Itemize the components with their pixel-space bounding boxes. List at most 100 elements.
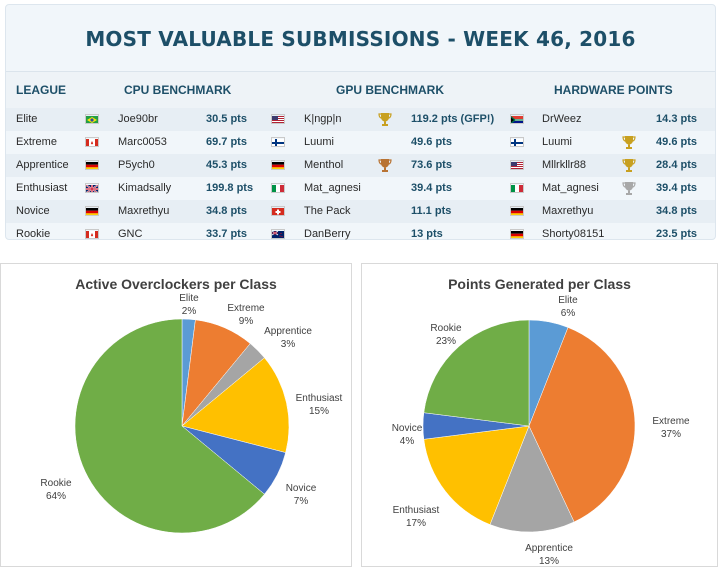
gpu-points: 39.4 pts: [411, 182, 452, 194]
table-row: Apprentice P5ych0 45.3 pts Menthol 73.6 pts M…: [6, 154, 715, 177]
cpu-user-link[interactable]: GNC: [118, 228, 143, 240]
flag-icon: [510, 229, 524, 239]
slice-value-elite: 2%: [182, 306, 197, 317]
slice-value-apprentice: 13%: [539, 556, 559, 566]
trophy-icon: [376, 110, 394, 128]
table-row: Extreme Marc0053 69.7 pts Luumi 49.6 pts Luum…: [6, 131, 715, 154]
gpu-points: 13 pts: [411, 228, 443, 240]
table-header: LEAGUE CPU BENCHMARK GPU BENCHMARK HARDW…: [6, 71, 715, 109]
flag-icon: [85, 114, 99, 124]
table-row: Rookie GNC 33.7 pts DanBerry 13 pts Shorty081…: [6, 223, 715, 246]
pie-slice-apprentice: [489, 425, 575, 533]
slice-value-novice: 4%: [400, 436, 415, 447]
hw-user-link[interactable]: Maxrethyu: [542, 205, 594, 217]
league-name: Enthusiast: [16, 182, 68, 194]
flag-icon: [510, 183, 524, 193]
trophy-icon: [620, 133, 638, 151]
hw-points: 34.8 pts: [656, 205, 697, 217]
slice-label-extreme: Extreme: [652, 416, 690, 427]
pie-slice-rookie: [423, 319, 530, 427]
flag-icon: [510, 206, 524, 216]
page-title: MOST VALUABLE SUBMISSIONS - WEEK 46, 201…: [85, 27, 636, 51]
cpu-user-link[interactable]: Marc0053: [118, 136, 167, 148]
header-hardware: HARDWARE POINTS: [554, 83, 673, 97]
gpu-user-link[interactable]: Menthol: [304, 159, 344, 171]
gpu-points: 73.6 pts: [411, 159, 452, 171]
chart-title-active: Active Overclockers per Class: [75, 276, 277, 292]
cpu-user-link[interactable]: Kimadsally: [118, 182, 172, 194]
slice-label-novice: Novice: [392, 423, 423, 434]
flag-icon: [271, 206, 285, 216]
cpu-points: 33.7 pts: [206, 228, 247, 240]
flag-icon: [510, 114, 524, 124]
slice-value-rookie: 23%: [436, 336, 456, 347]
flag-icon: [271, 137, 285, 147]
flag-icon: [271, 160, 285, 170]
hw-points: 39.4 pts: [656, 182, 697, 194]
pie-slice-enthusiast: [423, 425, 530, 525]
cpu-points: 45.3 pts: [206, 159, 247, 171]
flag-icon: [85, 206, 99, 216]
cpu-user-link[interactable]: Maxrethyu: [118, 205, 170, 217]
slice-label-enthusiast: Enthusiast: [296, 393, 343, 404]
slice-label-enthusiast: Enthusiast: [393, 505, 440, 516]
gpu-points: 11.1 pts: [411, 205, 452, 217]
slice-value-apprentice: 3%: [281, 339, 296, 350]
pie-slice-rookie: [74, 318, 265, 534]
table-row: Enthusiast Kimadsally 199.8 pts Mat_agnesi 3…: [6, 177, 715, 200]
slice-value-novice: 7%: [294, 496, 309, 507]
hw-user-link[interactable]: Luumi: [542, 136, 572, 148]
slice-label-apprentice: Apprentice: [525, 543, 573, 554]
chart-active-overclockers: Active Overclockers per Class Elite 2% Ext…: [0, 263, 352, 567]
cpu-points: 69.7 pts: [206, 136, 247, 148]
chart-title-points: Points Generated per Class: [448, 276, 631, 292]
hw-user-link[interactable]: Shorty08151: [542, 228, 605, 240]
mvs-panel: MOST VALUABLE SUBMISSIONS - WEEK 46, 201…: [5, 4, 716, 240]
cpu-user-link[interactable]: Joe90br: [118, 113, 158, 125]
slice-label-rookie: Rookie: [430, 323, 462, 334]
league-name: Elite: [16, 113, 38, 125]
hw-points: 49.6 pts: [656, 136, 697, 148]
table-row: Elite Joe90br 30.5 pts K|ngp|n 119.2 pts (GF…: [6, 108, 715, 131]
cpu-user-link[interactable]: P5ych0: [118, 159, 155, 171]
gpu-user-link[interactable]: K|ngp|n: [304, 113, 342, 125]
slice-value-rookie: 64%: [46, 491, 66, 502]
league-name: Rookie: [16, 228, 51, 240]
league-name: Novice: [16, 205, 50, 217]
flag-icon: [271, 183, 285, 193]
hw-points: 28.4 pts: [656, 159, 697, 171]
gpu-points: 49.6 pts: [411, 136, 452, 148]
slice-label-elite: Elite: [558, 295, 578, 306]
pie-chart-active: Elite 2% Extreme 9% Apprentice 3% Enthusiast 15…: [40, 293, 343, 534]
slice-label-extreme: Extreme: [227, 303, 265, 314]
flag-icon: [510, 137, 524, 147]
trophy-icon: [376, 156, 394, 174]
hw-user-link[interactable]: Mat_agnesi: [542, 182, 599, 194]
gpu-user-link[interactable]: Luumi: [304, 136, 334, 148]
slice-value-elite: 6%: [561, 308, 576, 319]
gpu-user-link[interactable]: Mat_agnesi: [304, 182, 361, 194]
gpu-points: 119.2 pts (GFP!): [411, 113, 495, 125]
league-name: Extreme: [16, 136, 57, 148]
cpu-points: 199.8 pts: [206, 182, 254, 194]
slice-value-extreme: 9%: [239, 316, 254, 327]
trophy-icon: [620, 179, 638, 197]
hw-points: 23.5 pts: [656, 228, 697, 240]
flag-icon: [85, 160, 99, 170]
slice-label-novice: Novice: [286, 483, 317, 494]
hw-user-link[interactable]: Mllrkllr88: [542, 159, 586, 171]
pie-slice-extreme: [528, 327, 636, 523]
header-league: LEAGUE: [16, 83, 67, 97]
hw-user-link[interactable]: DrWeez: [542, 113, 582, 125]
slice-value-enthusiast: 15%: [309, 406, 329, 417]
league-name: Apprentice: [16, 159, 69, 171]
gpu-user-link[interactable]: The Pack: [304, 205, 351, 217]
slice-label-elite: Elite: [179, 293, 199, 304]
header-cpu: CPU BENCHMARK: [124, 83, 232, 97]
cpu-points: 30.5 pts: [206, 113, 247, 125]
flag-icon: [510, 160, 524, 170]
slice-value-extreme: 37%: [661, 429, 681, 440]
flag-icon: [271, 114, 285, 124]
gpu-user-link[interactable]: DanBerry: [304, 228, 351, 240]
chart-points-generated: Points Generated per Class Elite 6% Extrem…: [361, 263, 718, 567]
